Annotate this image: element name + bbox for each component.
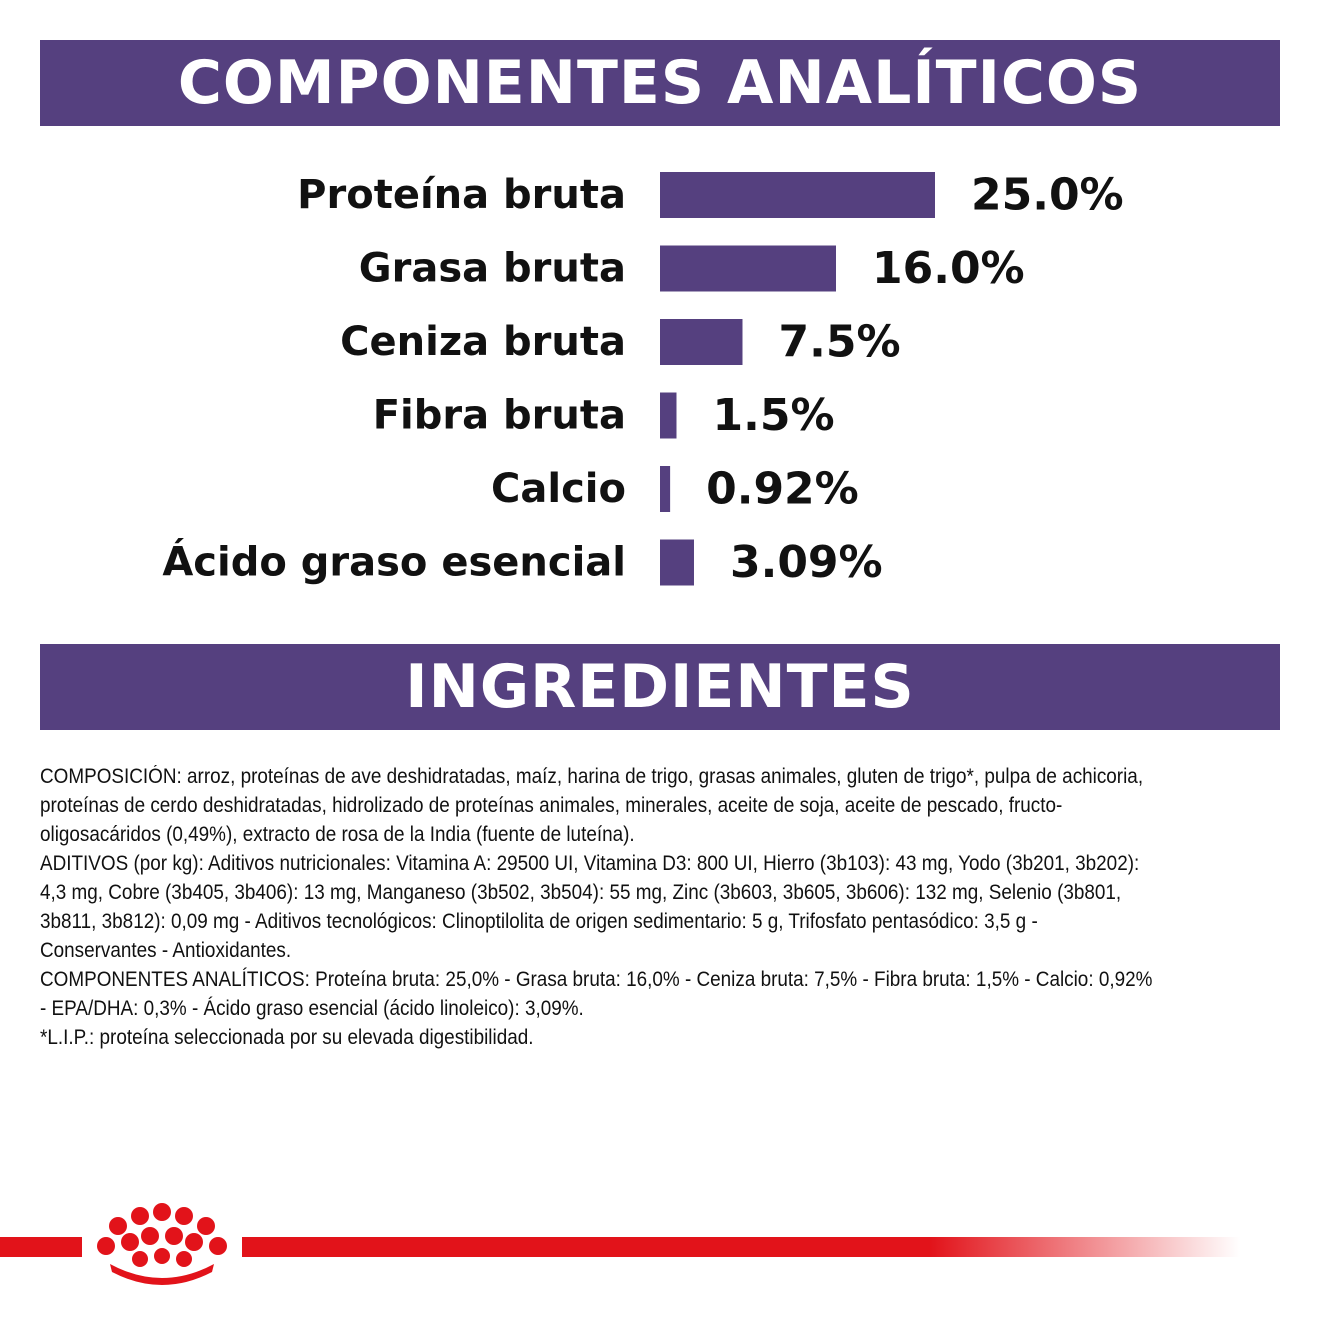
ingredients-additives: ADITIVOS (por kg): Aditivos nutricionale…: [40, 852, 1140, 962]
analytics-title: COMPONENTES ANALÍTICOS: [177, 48, 1143, 118]
royal-crown-icon: [82, 1203, 242, 1285]
bar: [660, 392, 677, 439]
bar: [660, 245, 836, 292]
bar: [660, 319, 743, 365]
category-label: Ceniza bruta: [340, 319, 626, 365]
ingredients-banner: INGREDIENTES: [40, 644, 1280, 730]
analytics-banner: COMPONENTES ANALÍTICOS: [40, 40, 1280, 126]
ingredients-note: *L.I.P.: proteína seleccionada por su el…: [40, 1026, 534, 1049]
footer-red-stripe: [0, 1237, 1240, 1257]
bar: [660, 466, 671, 512]
category-label: Proteína bruta: [297, 172, 626, 218]
data-label: 1.5%: [713, 390, 835, 441]
ingredients-composition: COMPOSICIÓN: arroz, proteínas de ave des…: [40, 765, 1144, 846]
bar: [660, 539, 694, 586]
category-label: Grasa bruta: [359, 246, 626, 292]
data-label: 7.5%: [779, 317, 901, 368]
ingredients-analytics: COMPONENTES ANALÍTICOS: Proteína bruta: …: [40, 968, 1153, 1020]
ingredients-title: INGREDIENTES: [405, 652, 915, 722]
category-label: Ácido graso esencial: [162, 538, 626, 586]
category-label: Calcio: [491, 466, 626, 512]
data-label: 25.0%: [971, 170, 1124, 221]
bar: [660, 172, 935, 218]
data-label: 0.92%: [706, 464, 859, 515]
nutrient-bar-chart: Proteína bruta 25.0% Grasa bruta 16.0% Ceniz…: [162, 170, 1124, 589]
ingredients-list: COMPOSICIÓN: arroz, proteínas de ave des…: [40, 762, 1156, 1052]
data-label: 16.0%: [872, 243, 1025, 294]
category-label: Fibra bruta: [373, 393, 626, 439]
data-label: 3.09%: [730, 537, 883, 588]
